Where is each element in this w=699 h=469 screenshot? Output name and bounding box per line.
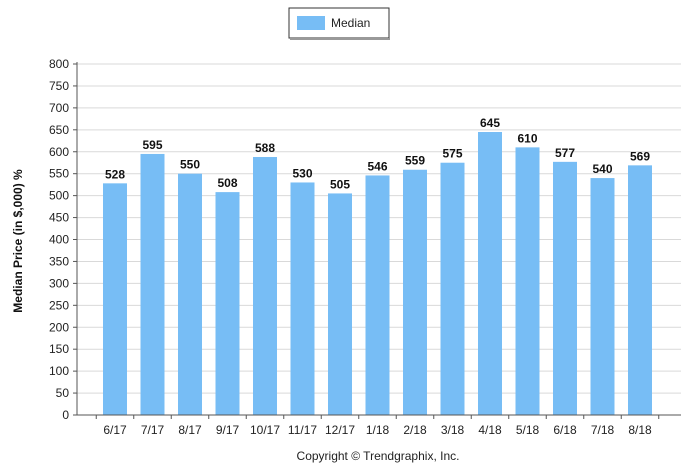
bar: [215, 192, 240, 415]
y-tick-label: 200: [49, 320, 69, 334]
y-tick-label: 50: [56, 386, 70, 400]
x-tick-label: 3/18: [441, 423, 465, 437]
bar: [478, 132, 502, 415]
y-tick-label: 500: [49, 189, 69, 203]
data-label: 588: [255, 141, 275, 155]
legend-box-shadow: [290, 38, 390, 40]
data-label: 505: [330, 177, 350, 191]
x-tick-label: 6/17: [103, 423, 127, 437]
data-label: 540: [592, 162, 612, 176]
x-tick-label: 7/17: [141, 423, 165, 437]
bar: [403, 169, 427, 415]
bar: [440, 162, 465, 415]
data-label: 610: [517, 131, 537, 145]
y-tick-label: 0: [62, 408, 69, 422]
data-label: 645: [480, 116, 500, 130]
x-tick-label: 2/18: [403, 423, 427, 437]
bar: [178, 173, 202, 415]
x-tick-label: 8/18: [628, 423, 652, 437]
bar: [290, 182, 315, 415]
y-tick-label: 600: [49, 145, 69, 159]
copyright-text: Copyright © Trendgraphix, Inc.: [297, 449, 460, 463]
data-label: 550: [180, 158, 200, 172]
y-tick-label: 550: [49, 167, 69, 181]
y-tick-label: 100: [49, 364, 69, 378]
x-axis-ticks: 6/17 7/17 8/17 9/17 10/17 11/17 12/17 1/18 2/18 3…: [95, 415, 660, 437]
x-tick-label: 9/17: [216, 423, 240, 437]
data-label: 575: [442, 147, 462, 161]
y-tick-label: 400: [49, 233, 69, 247]
y-tick-label: 650: [49, 123, 69, 137]
y-axis-ticks: 0 50 100 150 200 250 300 350 400 450 500 550 600 650 7…: [49, 57, 77, 422]
bar: [365, 175, 390, 415]
data-label: 530: [292, 166, 312, 180]
y-tick-label: 700: [49, 101, 69, 115]
x-tick-label: 5/18: [516, 423, 540, 437]
bar: [103, 183, 127, 415]
y-tick-label: 450: [49, 211, 69, 225]
bar: [140, 153, 165, 415]
x-tick-label: 12/17: [325, 423, 355, 437]
x-tick-label: 1/18: [366, 423, 390, 437]
data-label: 577: [555, 146, 575, 160]
bar: [328, 193, 352, 415]
y-tick-label: 800: [49, 57, 69, 71]
y-tick-label: 250: [49, 298, 69, 312]
x-tick-label: 7/18: [591, 423, 615, 437]
legend: Median: [288, 7, 390, 40]
data-label: 508: [217, 176, 237, 190]
x-tick-label: 4/18: [478, 423, 502, 437]
legend-label: Median: [331, 16, 370, 30]
y-tick-label: 350: [49, 254, 69, 268]
x-tick-label: 8/17: [178, 423, 202, 437]
data-label: 569: [630, 149, 650, 163]
bars: [103, 132, 652, 416]
bar: [590, 178, 615, 415]
data-label: 528: [105, 167, 125, 181]
bar: [553, 161, 577, 415]
data-label: 546: [367, 159, 387, 173]
x-tick-label: 6/18: [553, 423, 577, 437]
x-tick-label: 11/17: [288, 423, 317, 437]
y-tick-label: 150: [49, 342, 69, 356]
bar: [253, 157, 277, 415]
bar: [515, 147, 540, 416]
legend-swatch: [297, 16, 325, 30]
y-tick-label: 300: [49, 276, 69, 290]
y-tick-label: 750: [49, 79, 69, 93]
data-label: 595: [142, 138, 162, 152]
data-label: 559: [405, 154, 425, 168]
bar: [628, 165, 652, 415]
y-axis-label: Median Price (in $,000) %: [11, 169, 25, 313]
data-labels: 528 595 550 508 588 530 505 546 559 575 645 610 577 5…: [105, 116, 650, 191]
x-tick-label: 10/17: [250, 423, 280, 437]
